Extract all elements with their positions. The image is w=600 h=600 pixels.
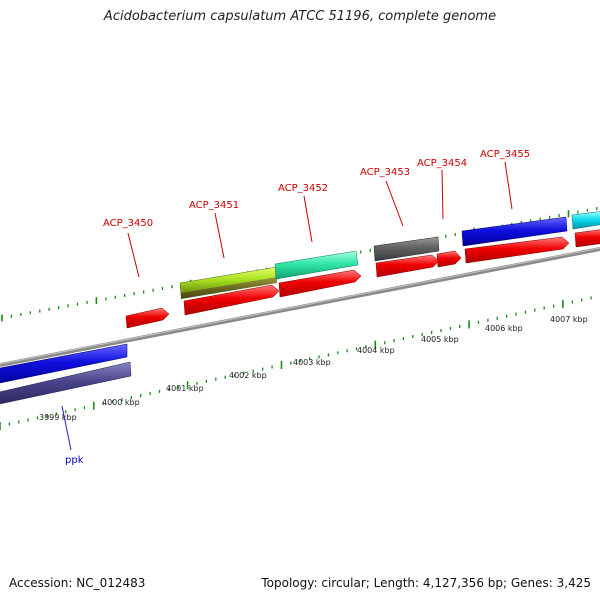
- scale-labels: 3999 kbp 4000 kbp 4001 kbp 4002 kbp 4003…: [39, 315, 588, 422]
- accession-text: Accession: NC_012483: [9, 576, 146, 590]
- feature-red-partial[interactable]: [574, 229, 600, 248]
- genome-backbone: [0, 247, 600, 367]
- tick-label-4004: 4004 kbp: [357, 346, 395, 355]
- gene-label-acp3452[interactable]: ACP_3452: [278, 183, 328, 194]
- gene-label-acp3453[interactable]: ACP_3453: [360, 167, 410, 178]
- leader-acp3455: [504, 161, 513, 210]
- feature-acp3453-red[interactable]: [375, 254, 440, 278]
- feature-acp3454[interactable]: [436, 250, 462, 268]
- gene-labels: ppk ACP_3450 ACP_3451 ACP_3452 ACP_3453 …: [65, 149, 530, 466]
- tick-label-4000: 4000 kbp: [102, 398, 140, 407]
- gene-features: [0, 211, 600, 405]
- tick-label-4006: 4006 kbp: [485, 324, 523, 333]
- genome-summary-text: Topology: circular; Length: 4,127,356 bp…: [261, 576, 591, 590]
- leader-acp3452: [303, 195, 313, 243]
- tick-label-4007: 4007 kbp: [550, 315, 588, 324]
- feature-blue-upper[interactable]: [0, 343, 128, 384]
- tick-label-4002: 4002 kbp: [229, 371, 267, 380]
- tick-label-3999: 3999 kbp: [39, 413, 77, 422]
- leader-lines: [61, 161, 513, 451]
- map-title: Acidobacterium capsulatum ATCC 51196, co…: [103, 9, 497, 24]
- leader-ppk: [61, 405, 72, 451]
- genome-backbone-highlight: [0, 247, 600, 365]
- gene-label-ppk[interactable]: ppk: [65, 455, 84, 466]
- tick-label-4005: 4005 kbp: [421, 335, 459, 344]
- feature-acp3450[interactable]: [125, 307, 170, 329]
- feature-cyan-partial[interactable]: [571, 211, 600, 230]
- tick-label-4001: 4001 kbp: [166, 384, 204, 393]
- lower-tick-row: [0, 296, 592, 430]
- leader-acp3453: [385, 180, 404, 227]
- tick-label-4003: 4003 kbp: [293, 358, 331, 367]
- feature-acp3452-teal[interactable]: [274, 250, 359, 280]
- leader-acp3454: [441, 169, 444, 220]
- feature-acp3455-red[interactable]: [464, 236, 570, 264]
- gene-label-acp3451[interactable]: ACP_3451: [189, 200, 239, 211]
- gene-label-acp3450[interactable]: ACP_3450: [103, 218, 153, 229]
- feature-acp3452-red[interactable]: [278, 269, 362, 298]
- leader-acp3450: [127, 232, 140, 278]
- leader-acp3451: [214, 212, 225, 259]
- feature-acp3455-blue[interactable]: [461, 216, 568, 247]
- feature-acp3451-red[interactable]: [183, 284, 280, 316]
- gene-label-acp3455[interactable]: ACP_3455: [480, 149, 530, 160]
- feature-acp3451-olive[interactable]: [181, 277, 277, 299]
- gene-label-acp3454[interactable]: ACP_3454: [417, 158, 467, 169]
- feature-slate-lower[interactable]: [0, 361, 132, 405]
- feature-acp3453-gray[interactable]: [373, 236, 440, 262]
